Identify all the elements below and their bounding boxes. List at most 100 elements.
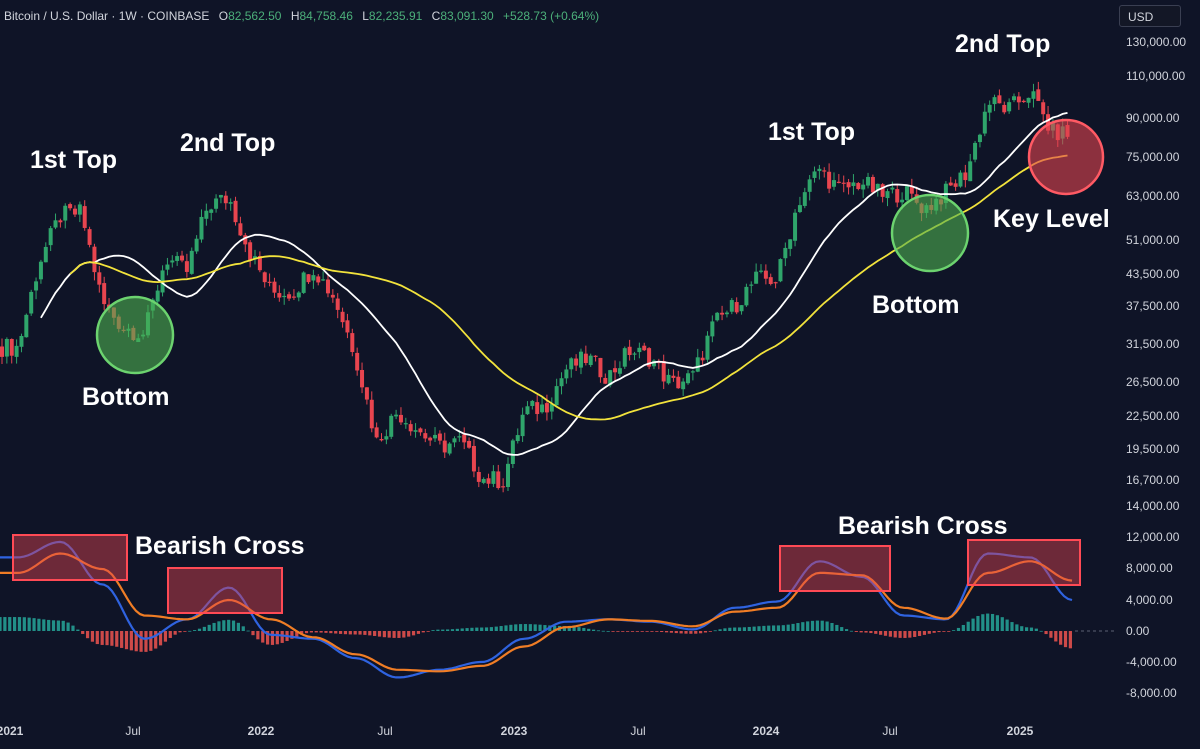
candle-body [194,238,199,252]
macd-histogram-bar [100,631,104,645]
macd-histogram-bar [134,631,138,652]
candle-body [1012,96,1016,101]
macd-histogram-bar [275,631,279,645]
macd-axis-tick: 12,000.00 [1126,530,1180,544]
close-label: C [431,9,441,23]
candle-body [637,347,642,353]
macd-histogram-bar [455,628,459,631]
macd-histogram-bar [1063,631,1068,648]
price-axis-tick: 26,500.00 [1126,375,1180,389]
candle-body [851,182,856,187]
candle-body [608,370,613,386]
macd-histogram-bar [382,631,386,638]
candle-body [885,191,890,199]
bearish-cross-box-3 [779,545,891,592]
macd-histogram-bar [363,631,367,635]
time-axis-tick: 2024 [753,724,780,738]
macd-histogram-bar [470,627,474,631]
candle-body [506,463,510,487]
macd-histogram-bar [76,629,80,631]
macd-histogram-bar [971,618,975,631]
macd-histogram-bar [591,629,596,631]
candle-body [690,371,695,373]
candle-body [1031,91,1036,99]
candle-body [681,381,686,390]
candle-body [783,247,788,259]
macd-histogram-bar [12,617,17,631]
macd-histogram-bar [149,631,153,651]
candle-body [19,335,24,347]
candle-body [272,281,277,293]
macd-histogram-bar [961,624,965,631]
candle-body [574,358,579,366]
candle-body [97,272,102,285]
candle-body [218,194,223,198]
candle-body [214,198,219,209]
candle-body [223,195,228,204]
candle-body [437,433,442,441]
price-axis-tick: 16,700.00 [1126,473,1180,487]
candle-body [807,179,812,192]
currency-button[interactable]: USD [1119,5,1181,27]
macd-histogram-bar [810,620,815,631]
macd-histogram-bar [256,631,260,640]
candle-body [982,111,987,134]
candle-body [953,183,958,187]
macd-histogram-bar [596,630,601,632]
candle-body [544,403,549,413]
macd-histogram-bar [577,627,581,631]
candle-body [38,261,43,280]
annotation-label: Bearish Cross [135,532,305,560]
macd-histogram-bar [606,630,610,632]
candle-body [520,414,525,437]
macd-histogram-bar [51,620,56,631]
candle-body [963,172,968,181]
moving-average-fast-line [40,112,1068,456]
macd-histogram-bar [976,615,980,631]
candle-body [418,428,423,433]
candle-body [817,168,822,172]
candle-body [973,142,978,160]
candle-body [48,228,53,246]
close-value: 83,091.30 [440,9,494,23]
annotation-label: Bearish Cross [838,512,1008,540]
macd-histogram-bar [1059,631,1063,645]
macd-histogram-bar [504,625,508,631]
macd-histogram-bar [820,620,824,631]
candle-body [325,279,330,294]
macd-histogram-bar [903,631,907,638]
candle-body [287,294,292,299]
candle-body [715,312,720,321]
candle-body [797,205,802,213]
macd-histogram-bar [115,631,119,647]
candle-body [291,296,296,298]
candle-body [525,406,530,415]
macd-histogram-bar [373,631,377,636]
macd-histogram-bar [523,624,528,631]
candle-body [875,183,880,191]
macd-histogram-bar [844,629,849,631]
candle-body [277,293,282,298]
macd-histogram-bar [90,631,95,642]
candle-body [578,351,583,368]
candle-body [759,270,763,272]
time-axis-tick: 2023 [501,724,528,738]
macd-histogram-bar [0,617,2,631]
macd-histogram-bar [538,624,542,631]
candle-body [238,223,243,236]
macd-histogram-bar [489,627,494,631]
bottom-circle-2021 [95,295,175,375]
candle-body [968,161,973,182]
macd-histogram-bar [752,626,756,631]
candle-body [841,182,846,184]
candle-body [700,357,705,361]
candle-body [457,436,462,438]
macd-histogram-bar [553,625,557,631]
macd-histogram-bar [514,624,518,631]
candle-body [189,250,194,274]
macd-histogram-bar [110,631,114,646]
macd-histogram-bar [966,621,970,631]
macd-histogram-bar [859,631,863,633]
